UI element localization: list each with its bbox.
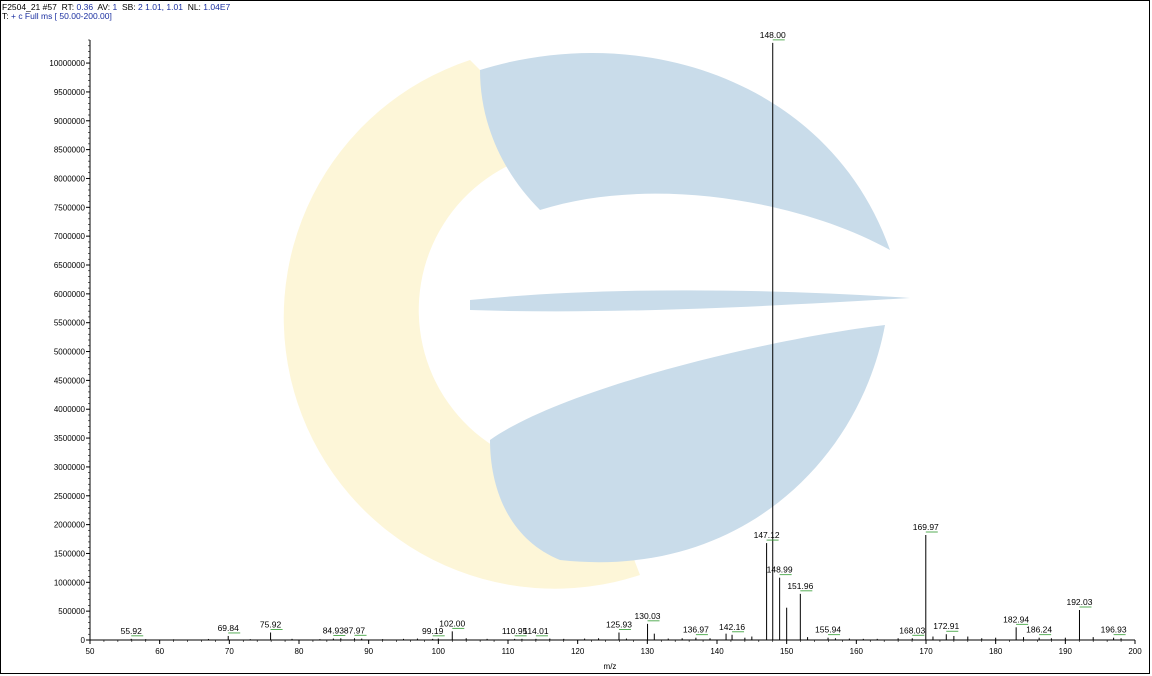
rt-value: 0.36	[76, 2, 94, 12]
y-tick-label: 6000000	[54, 290, 86, 299]
axes: 0 500000 1000000 1500000 2000000 2500000 30000…	[49, 39, 1142, 656]
x-tick-label: 110	[502, 647, 515, 656]
x-tick-label: 130	[641, 647, 655, 656]
peak-label: 186.24	[1026, 625, 1052, 635]
x-tick-label: 90	[364, 647, 373, 656]
y-tick-label: 500000	[58, 607, 85, 616]
scan-header-line2: T: + c Full ms [ 50.00-200.00]	[2, 11, 112, 21]
x-axis-label: m/z	[604, 662, 617, 671]
x-tick-label: 140	[710, 647, 724, 656]
sb-value: 2 1.01, 1.01	[138, 2, 183, 12]
scan-header-line1: F2504_21 #57 RT: 0.36 AV: 1 SB: 2 1.01, …	[2, 2, 230, 12]
y-tick-label: 7500000	[54, 203, 86, 212]
y-tick-label: 3000000	[54, 463, 86, 472]
peak-label: 102.00	[439, 618, 465, 628]
peak-label: 125.93	[606, 620, 632, 630]
y-tick-label: 0	[81, 636, 86, 645]
x-tick-label: 80	[295, 647, 304, 656]
peak-label: 192.03	[1066, 597, 1092, 607]
y-tick-label: 10000000	[49, 59, 85, 68]
peak-label: 75.92	[260, 620, 282, 630]
y-tick-label: 4500000	[54, 376, 86, 385]
y-tick-label: 6500000	[54, 261, 86, 270]
peak-label: 55.92	[121, 626, 143, 636]
y-tick-label: 2500000	[54, 492, 86, 501]
peak-label: 155.94	[815, 625, 841, 635]
y-tick-label: 3500000	[54, 434, 86, 443]
y-tick-label: 1000000	[54, 578, 86, 587]
x-tick-label: 150	[780, 647, 794, 656]
y-tick-label: 1500000	[54, 549, 86, 558]
scan-filter: + c Full ms [ 50.00-200.00]	[11, 11, 112, 21]
peak-label: 147.12	[754, 530, 780, 540]
peak-label: 69.84	[218, 623, 240, 633]
x-tick-label: 180	[989, 647, 1003, 656]
peak-label: 172.91	[933, 621, 959, 631]
x-tick-label: 120	[571, 647, 585, 656]
watermark-logo	[283, 52, 910, 589]
peak-label: 168.03	[899, 625, 925, 635]
y-tick-label: 5500000	[54, 319, 86, 328]
sb-label: SB:	[121, 2, 136, 12]
x-tick-label: 70	[225, 647, 234, 656]
av-value: 1	[112, 2, 118, 12]
peak-series	[130, 42, 1122, 640]
peak-label: 148.00	[760, 30, 786, 40]
x-tick-label: 50	[86, 647, 95, 656]
y-tick-label: 5000000	[54, 348, 86, 357]
peak-label: 84.93	[323, 626, 345, 636]
peak-label: 136.97	[683, 625, 709, 635]
x-tick-label: 100	[432, 647, 446, 656]
t-label: T:	[2, 11, 9, 21]
peak-label: 148.99	[767, 565, 793, 575]
x-tick-label: 60	[155, 647, 164, 656]
peak-label: 196.93	[1101, 625, 1127, 635]
nl-value: 1.04E7	[203, 2, 231, 12]
x-tick-label: 160	[850, 647, 864, 656]
peak-label: 182.94	[1003, 614, 1029, 624]
rt-label: RT:	[61, 2, 75, 12]
peak-label: 114.01	[523, 626, 549, 636]
y-tick-label: 9000000	[54, 117, 86, 126]
peak-label: 99.19	[422, 626, 444, 636]
av-label: AV:	[97, 2, 111, 12]
y-tick-label: 8000000	[54, 174, 86, 183]
peak-label: 130.03	[635, 611, 661, 621]
y-tick-label: 8500000	[54, 146, 86, 155]
x-tick-label: 190	[1059, 647, 1073, 656]
y-tick-label: 2000000	[54, 521, 86, 530]
x-tick-label: 200	[1128, 647, 1142, 656]
peak-label: 142.16	[719, 622, 745, 632]
peak-label: 87.97	[344, 625, 366, 635]
peak-label: 151.96	[787, 581, 813, 591]
scan-id: F2504_21 #57	[2, 2, 57, 12]
nl-label: NL:	[187, 2, 201, 12]
y-tick-label: 9500000	[54, 88, 86, 97]
y-tick-label: 4000000	[54, 405, 86, 414]
x-tick-label: 170	[919, 647, 933, 656]
peak-label: 169.97	[913, 522, 939, 532]
peak-label: 110.95	[502, 626, 528, 636]
y-tick-label: 7000000	[54, 232, 86, 241]
